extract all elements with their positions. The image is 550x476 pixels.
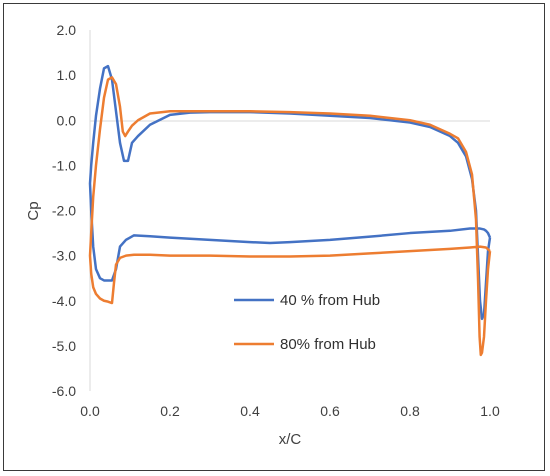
x-tick-label: 1.0 [480,403,500,419]
series-line-2 [88,76,492,357]
x-tick-label: 0.0 [80,403,100,419]
x-tick-labels: 0.0 0.2 0.4 0.6 0.8 1.0 [80,403,500,419]
y-tick-label: 0.0 [57,112,77,128]
y-axis-title: Cp [25,201,42,220]
y-tick-label: -1.0 [52,157,76,173]
y-tick-label: -3.0 [52,248,76,264]
x-tick-label: 0.4 [240,403,260,419]
legend: 40 % from Hub 80% from Hub [234,292,380,353]
series-line-1 [88,64,492,321]
y-tick-label: 2.0 [57,22,77,38]
y-tick-labels: 2.0 1.0 0.0 -1.0 -2.0 -3.0 -4.0 -5.0 -6.0 [52,22,76,399]
y-tick-label: -5.0 [52,338,76,354]
x-tick-label: 0.2 [160,403,180,419]
y-tick-label: -4.0 [52,293,76,309]
legend-label-2: 80% from Hub [280,336,376,353]
y-tick-label: -6.0 [52,383,76,399]
series-layer [88,64,492,357]
x-tick-label: 0.6 [320,403,340,419]
y-tick-label: 1.0 [57,67,77,83]
y-tick-label: -2.0 [52,203,76,219]
legend-label-1: 40 % from Hub [280,292,380,309]
x-axis-title: x/C [279,431,302,448]
x-tick-label: 0.8 [400,403,420,419]
